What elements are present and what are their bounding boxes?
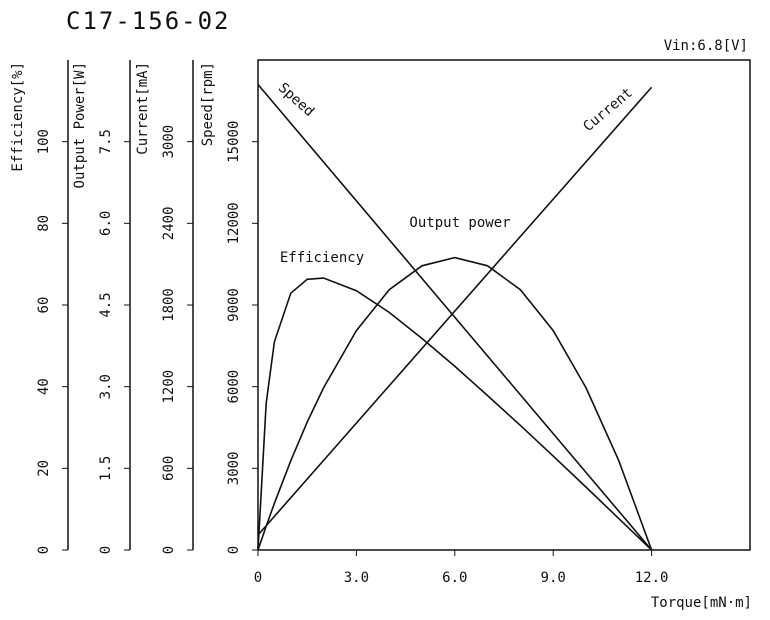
x-tick-label: 6.0	[442, 570, 467, 586]
series-label: Speed	[275, 80, 317, 120]
y-tick-label: 100	[36, 129, 52, 154]
y-tick-label: 6000	[226, 370, 242, 404]
y-tick-label: 7.5	[98, 129, 114, 154]
y-tick-label: 0	[98, 546, 114, 554]
series-line	[257, 277, 653, 551]
y-axis-title: Efficiency[%]	[10, 62, 26, 172]
y-tick-label: 0	[161, 546, 177, 554]
y-tick-label: 3000	[161, 125, 177, 159]
y-axis-title: Output Power[W]	[72, 62, 88, 188]
y-tick-label: 9000	[226, 288, 242, 322]
y-tick-label: 20	[36, 460, 52, 477]
y-tick-label: 80	[36, 215, 52, 232]
chart-title: C17-156-02	[66, 7, 231, 35]
y-tick-label: 1200	[161, 370, 177, 404]
x-axis-label: Torque[mN·m]	[651, 595, 752, 611]
series-line	[257, 256, 653, 551]
chart-subtitle: Vin:6.8[V]	[664, 38, 748, 54]
x-tick-label: 9.0	[541, 570, 566, 586]
y-tick-label: 40	[36, 378, 52, 395]
y-axis-title: Speed[rpm]	[200, 62, 216, 146]
series-label: Output power	[409, 215, 510, 231]
series-line	[257, 86, 653, 536]
y-tick-label: 4.5	[98, 292, 114, 317]
y-tick-label: 0	[226, 546, 242, 554]
y-tick-label: 3.0	[98, 374, 114, 399]
x-tick-label: 12.0	[635, 570, 669, 586]
plot-frame	[257, 59, 751, 551]
y-tick-label: 3000	[226, 451, 242, 485]
y-tick-label: 1800	[161, 288, 177, 322]
y-tick-label: 1.5	[98, 456, 114, 481]
y-tick-label: 0	[36, 546, 52, 554]
y-tick-label: 15000	[226, 121, 242, 163]
y-tick-label: 60	[36, 297, 52, 314]
x-tick-label: 3.0	[344, 570, 369, 586]
series-label: Efficiency	[280, 250, 364, 266]
x-tick-label: 0	[254, 570, 262, 586]
series-label: Current	[580, 85, 635, 135]
y-tick-label: 2400	[161, 206, 177, 240]
y-axis-title: Current[mA]	[135, 62, 151, 155]
y-tick-label: 6.0	[98, 211, 114, 236]
y-tick-label: 12000	[226, 202, 242, 244]
y-tick-label: 600	[161, 456, 177, 481]
series-line	[257, 83, 653, 551]
